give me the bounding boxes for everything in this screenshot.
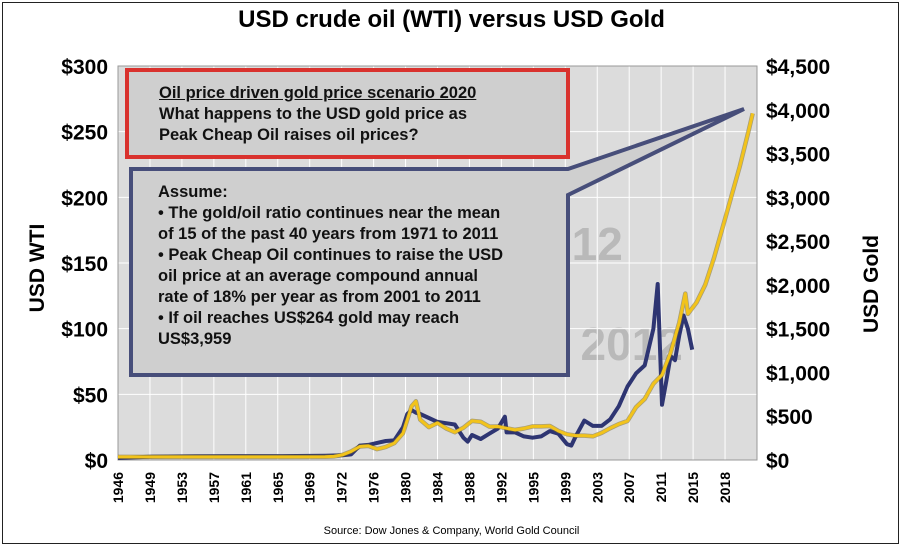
- x-tick-label: 1969: [302, 472, 318, 503]
- y-tick-label-right: $1,000: [766, 362, 830, 385]
- y-axis-label-right: USD Gold: [860, 235, 883, 333]
- y-tick-label-right: $4,500: [766, 56, 830, 79]
- y-tick-label-right: $3,000: [766, 187, 830, 210]
- callout-red-heading: Oil price driven gold price scenario 202…: [159, 84, 477, 102]
- y-axis-label-left: USD WTI: [26, 224, 49, 313]
- y-tick-label-right: $2,000: [766, 275, 830, 298]
- callout-blue-line: • If oil reaches US$264 gold may reach: [158, 309, 460, 327]
- y-tick-label-left: $250: [61, 122, 108, 145]
- y-tick-label-left: $50: [73, 384, 108, 407]
- callout-red-box: [125, 68, 570, 159]
- y-tick-label-right: $500: [766, 406, 813, 429]
- y-tick-label-left: $0: [85, 450, 108, 473]
- callout-blue-line: oil price at an average compound annual: [158, 267, 478, 285]
- y-tick-label-left: $150: [61, 253, 108, 276]
- x-tick-label: 2011: [653, 472, 669, 503]
- x-tick-label: 1972: [334, 472, 350, 503]
- y-tick-label-right: $3,500: [766, 144, 830, 167]
- y-tick-label-right: $4,000: [766, 100, 830, 123]
- x-tick-label: 1953: [174, 472, 190, 503]
- source-note: Source: Dow Jones & Company, World Gold …: [323, 525, 580, 537]
- y-tick-label-left: $300: [61, 56, 108, 79]
- y-tick-label-right: $0: [766, 450, 789, 473]
- y-tick-label-right: $1,500: [766, 319, 830, 342]
- x-tick-label: 1984: [430, 472, 446, 503]
- callout-red-line: Peak Cheap Oil raises oil prices?: [159, 126, 419, 144]
- x-tick-label: 1980: [398, 472, 414, 503]
- x-tick-label: 1961: [238, 472, 254, 503]
- x-tick-label: 1976: [366, 472, 382, 503]
- y-tick-label-right: $2,500: [766, 231, 830, 254]
- x-tick-label: 2018: [717, 472, 733, 503]
- x-axis: 1946 1949 1953 1957 1961 1965 1969 1972 1976 1980…: [110, 472, 733, 503]
- series-line-gold: [118, 113, 755, 459]
- callout-red-line: What happens to the USD gold price as: [159, 105, 468, 123]
- callout-blue-line: • The gold/oil ratio continues near the …: [158, 204, 501, 222]
- x-tick-label: 2003: [589, 472, 605, 503]
- x-tick-label: 1965: [270, 472, 286, 503]
- chart-title: USD crude oil (WTI) versus USD Gold: [238, 6, 665, 33]
- callout-blue-line: • Peak Cheap Oil continues to raise the …: [158, 246, 504, 264]
- x-tick-label: 1988: [461, 472, 477, 503]
- x-tick-label: 1949: [142, 472, 158, 503]
- plot-border: [117, 65, 758, 461]
- callout-blue-line: Assume:: [158, 183, 228, 201]
- callout-blue-text: Assume: • The gold/oil ratio continues n…: [158, 182, 503, 350]
- x-tick-label: 1957: [206, 472, 222, 503]
- x-tick-label: 1995: [525, 472, 541, 503]
- callout-red-text: Oil price driven gold price scenario 202…: [159, 83, 476, 146]
- x-tick-label: 1946: [110, 472, 126, 503]
- left-axis: $0 $50 $100 $150 $200 $250 $300: [61, 56, 108, 473]
- right-axis: $0 $500 $1,000 $1,500 $2,000 $2,500 $3,000 $3,5…: [766, 56, 830, 473]
- x-tick-label: 1999: [557, 472, 573, 503]
- x-tick-label: 2015: [685, 472, 701, 503]
- y-tick-label-left: $100: [61, 319, 108, 342]
- x-tick-label: 1992: [493, 472, 509, 503]
- callout-blue-box: [129, 107, 745, 377]
- callout-blue-line: US$3,959: [158, 330, 232, 348]
- series-line-wti: [117, 282, 695, 460]
- callout-blue-line: rate of 18% per year as from 2001 to 201…: [158, 288, 481, 306]
- y-tick-label-left: $200: [61, 187, 108, 210]
- callouts: [125, 68, 745, 377]
- callout-blue-line: of 15 of the past 40 years from 1971 to …: [158, 225, 499, 243]
- x-tick-label: 2007: [621, 472, 637, 503]
- series-layer: [117, 112, 755, 460]
